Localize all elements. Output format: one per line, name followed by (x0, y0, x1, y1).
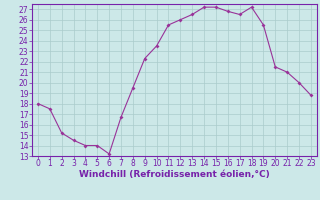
X-axis label: Windchill (Refroidissement éolien,°C): Windchill (Refroidissement éolien,°C) (79, 170, 270, 179)
